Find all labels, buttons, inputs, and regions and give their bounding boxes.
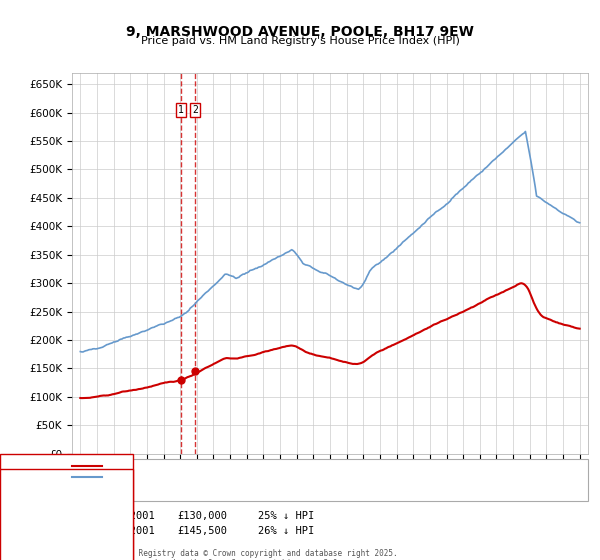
Text: 1: 1: [178, 105, 184, 115]
Text: HPI: Average price, detached house, Bournemouth Christchurch and Poole: HPI: Average price, detached house, Bour…: [108, 472, 519, 482]
Text: 9, MARSHWOOD AVENUE, POOLE, BH17 9EW: 9, MARSHWOOD AVENUE, POOLE, BH17 9EW: [126, 25, 474, 39]
Text: 26% ↓ HPI: 26% ↓ HPI: [258, 526, 314, 536]
Text: 16-NOV-2001: 16-NOV-2001: [87, 526, 156, 536]
Text: 9, MARSHWOOD AVENUE, POOLE, BH17 9EW (detached house): 9, MARSHWOOD AVENUE, POOLE, BH17 9EW (de…: [108, 461, 419, 471]
Text: £145,500: £145,500: [177, 526, 227, 536]
Text: 25% ↓ HPI: 25% ↓ HPI: [258, 511, 314, 521]
Text: £130,000: £130,000: [177, 511, 227, 521]
Text: 2: 2: [192, 105, 198, 115]
Text: Price paid vs. HM Land Registry's House Price Index (HPI): Price paid vs. HM Land Registry's House …: [140, 36, 460, 46]
Text: 1: 1: [64, 511, 70, 521]
Text: Contains HM Land Registry data © Crown copyright and database right 2025.
This d: Contains HM Land Registry data © Crown c…: [60, 549, 398, 560]
Text: 2: 2: [64, 526, 70, 536]
Text: 18-JAN-2001: 18-JAN-2001: [87, 511, 156, 521]
